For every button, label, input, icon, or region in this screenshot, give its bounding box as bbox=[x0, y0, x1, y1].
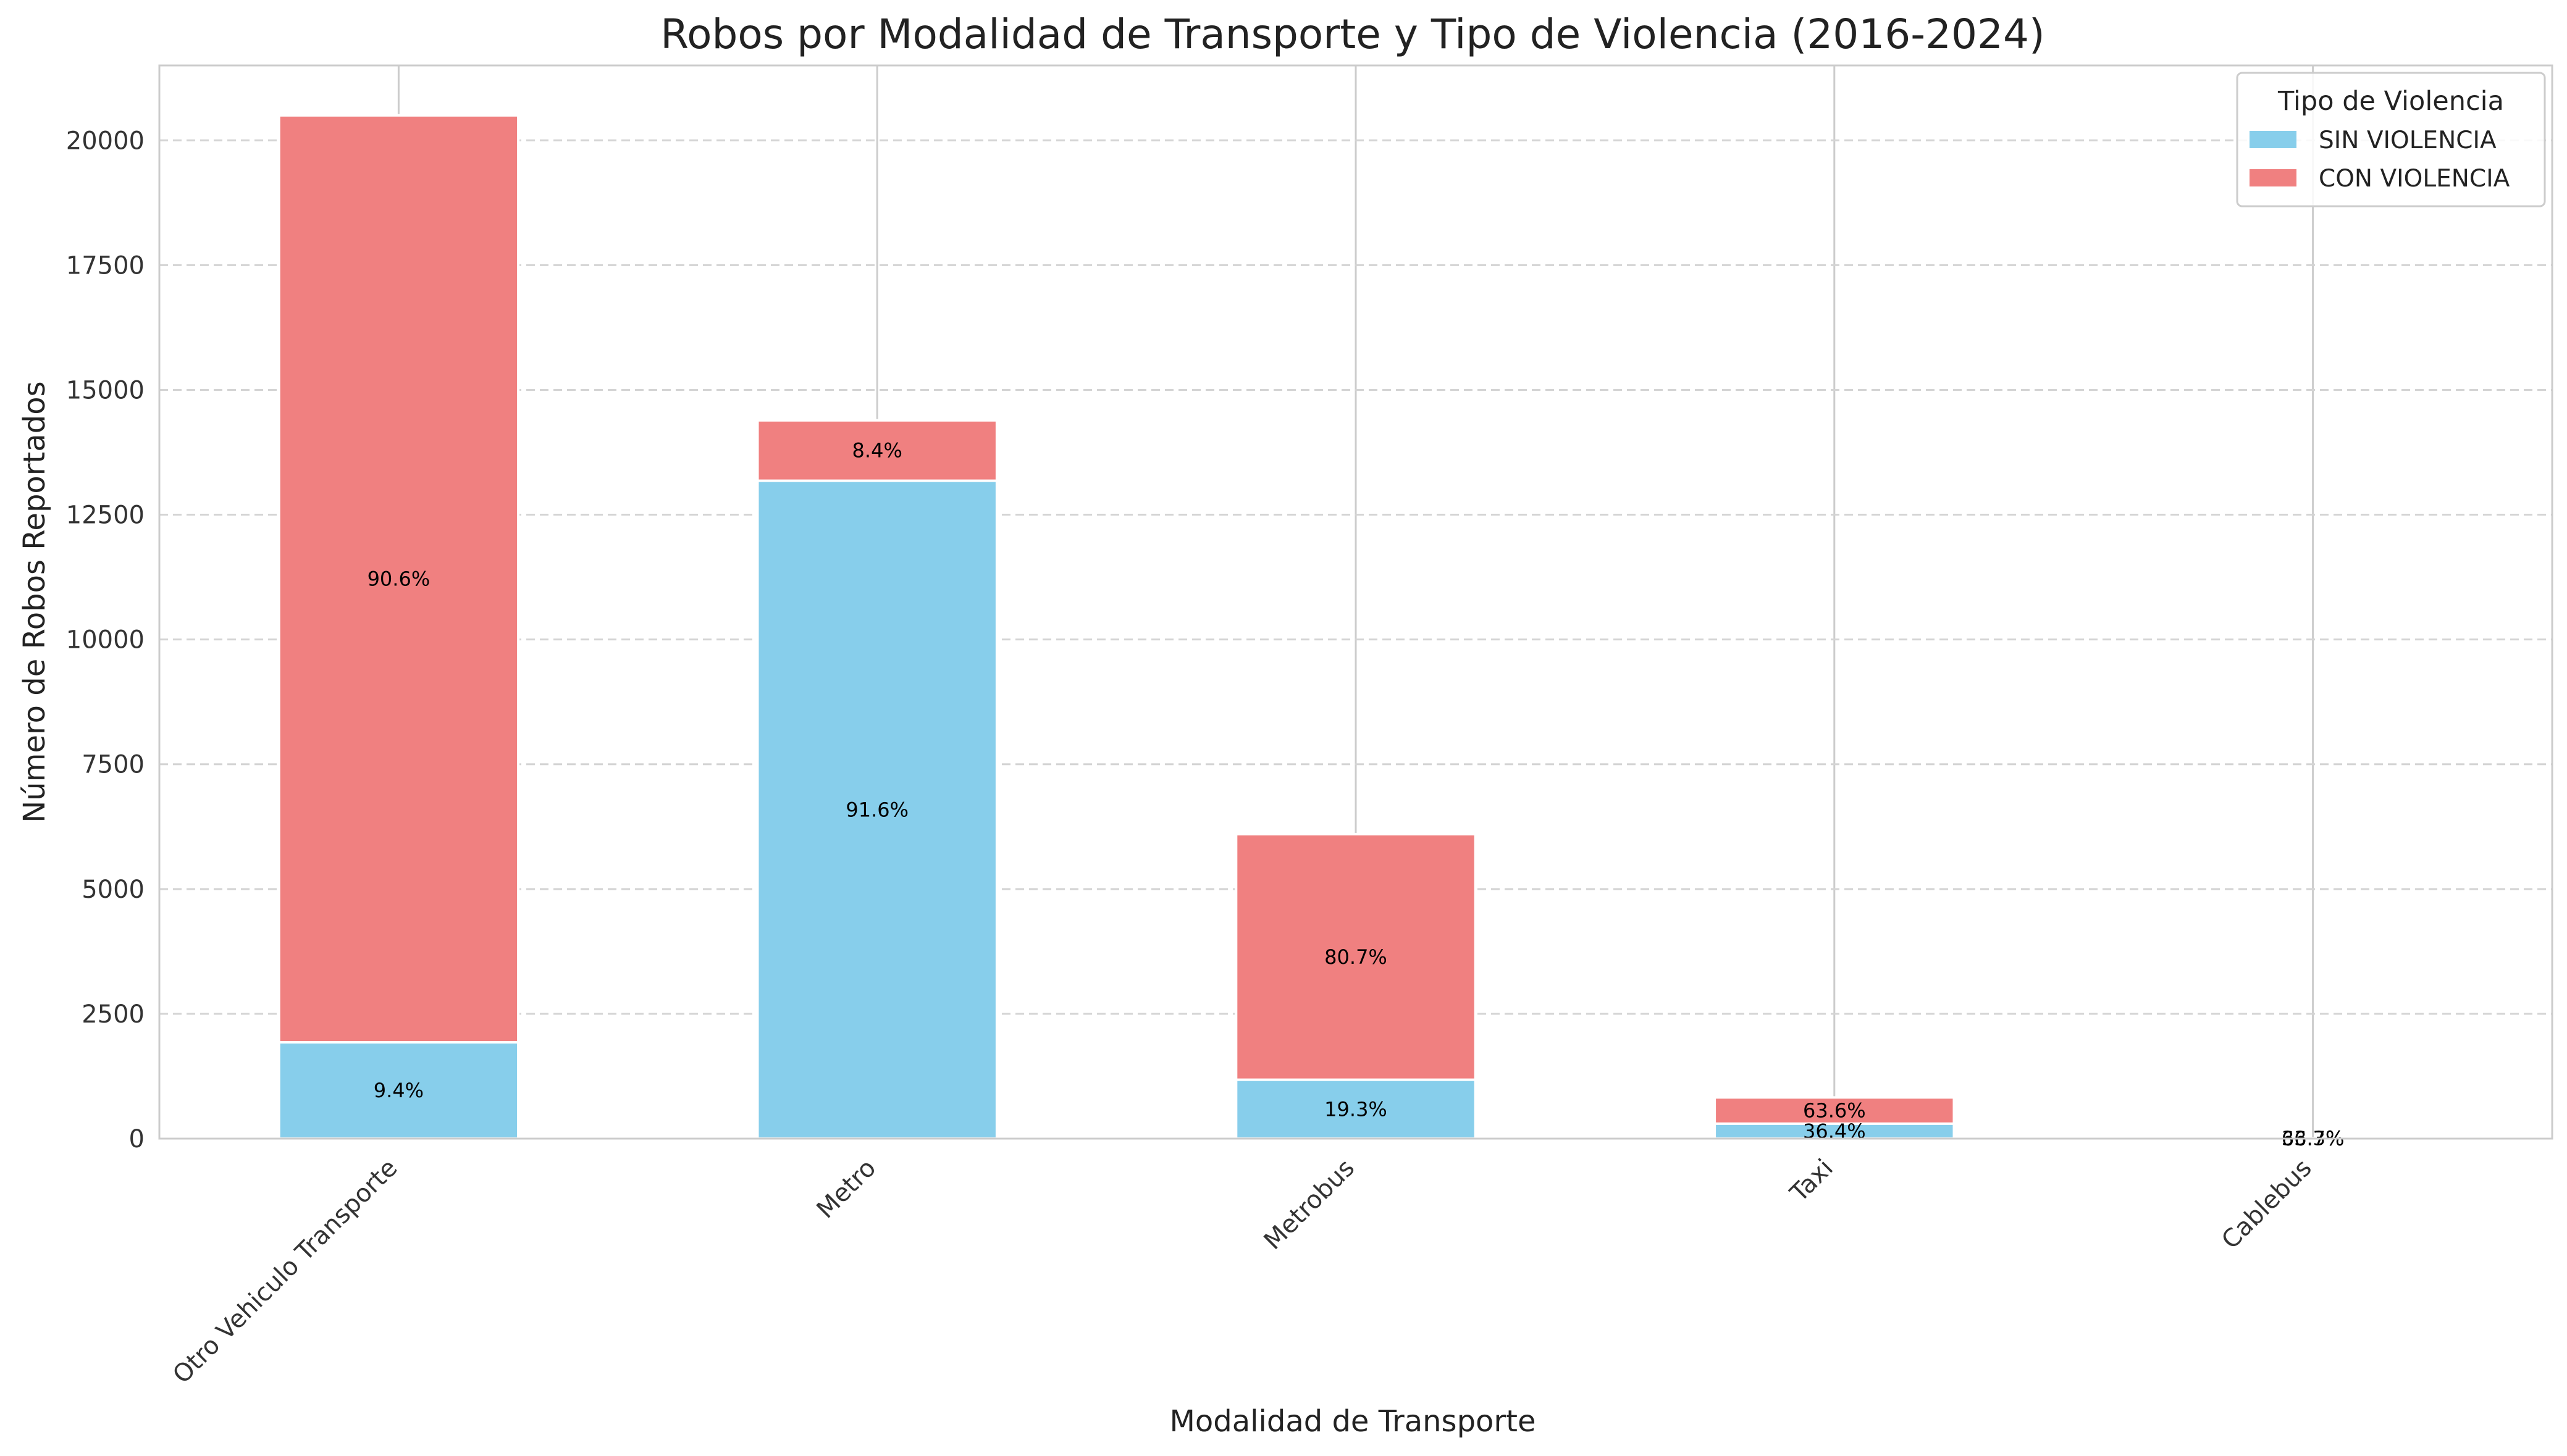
pct-label-con-violencia-taxi: 63.6% bbox=[1803, 1099, 1866, 1123]
bar-con-violencia-taxi bbox=[1713, 1096, 1956, 1125]
plot-frame bbox=[158, 64, 2553, 1140]
legend-frame bbox=[2236, 72, 2546, 207]
y-tick-label: 20000 bbox=[66, 127, 145, 155]
bar-sin-violencia-otro-vehiculo-transporte bbox=[277, 1040, 520, 1140]
percentage-labels: 9.4%90.6%91.6%8.4%19.3%80.7%36.4%63.6%66… bbox=[368, 439, 2345, 1150]
y-tick-label: 17500 bbox=[66, 251, 145, 280]
bar-con-violencia-metro bbox=[756, 419, 998, 482]
bar-con-violencia-otro-vehiculo-transporte bbox=[277, 114, 520, 1044]
y-tick-labels: 0 2500 5000 7500 10000 12500 15000 17500 20000 bbox=[66, 127, 145, 1153]
y-tick-label: 5000 bbox=[82, 876, 145, 904]
legend-swatch-sin-violencia bbox=[2250, 131, 2296, 148]
y-axis-label: Número de Robos Reportados bbox=[17, 381, 52, 822]
bar-sin-violencia-metrobus bbox=[1235, 1078, 1477, 1140]
legend-swatch-con-violencia bbox=[2250, 169, 2296, 186]
pct-label-sin-violencia-metro: 91.6% bbox=[846, 798, 909, 821]
bars-group bbox=[277, 114, 2434, 1140]
bar-con-violencia-metrobus bbox=[1235, 832, 1477, 1081]
chart-title: Robos por Modalidad de Transporte y Tipo… bbox=[660, 10, 2045, 58]
pct-label-sin-violencia-otro-vehiculo-transporte: 9.4% bbox=[374, 1079, 424, 1102]
y-tick-label: 7500 bbox=[82, 751, 145, 779]
pct-label-sin-violencia-metrobus: 19.3% bbox=[1324, 1097, 1387, 1121]
legend: Tipo de Violencia SIN VIOLENCIA CON VIOL… bbox=[2236, 72, 2546, 207]
x-axis-label: Modalidad de Transporte bbox=[1170, 1404, 1536, 1439]
pct-label-con-violencia-otro-vehiculo-transporte: 90.6% bbox=[368, 567, 431, 590]
y-tick-label: 10000 bbox=[66, 626, 145, 655]
y-tick-label: 0 bbox=[129, 1125, 145, 1153]
y-tick-label: 12500 bbox=[66, 501, 145, 530]
pct-label-con-violencia-metro: 8.4% bbox=[852, 439, 902, 462]
bar-sin-violencia-metro bbox=[756, 479, 998, 1140]
y-tick-label: 15000 bbox=[66, 376, 145, 404]
pct-label-con-violencia-metrobus: 80.7% bbox=[1324, 945, 1387, 969]
legend-label-sin-violencia: SIN VIOLENCIA bbox=[2319, 127, 2497, 154]
legend-title: Tipo de Violencia bbox=[2277, 86, 2504, 117]
legend-label-con-violencia: CON VIOLENCIA bbox=[2319, 165, 2510, 193]
y-tick-label: 2500 bbox=[82, 1000, 145, 1029]
